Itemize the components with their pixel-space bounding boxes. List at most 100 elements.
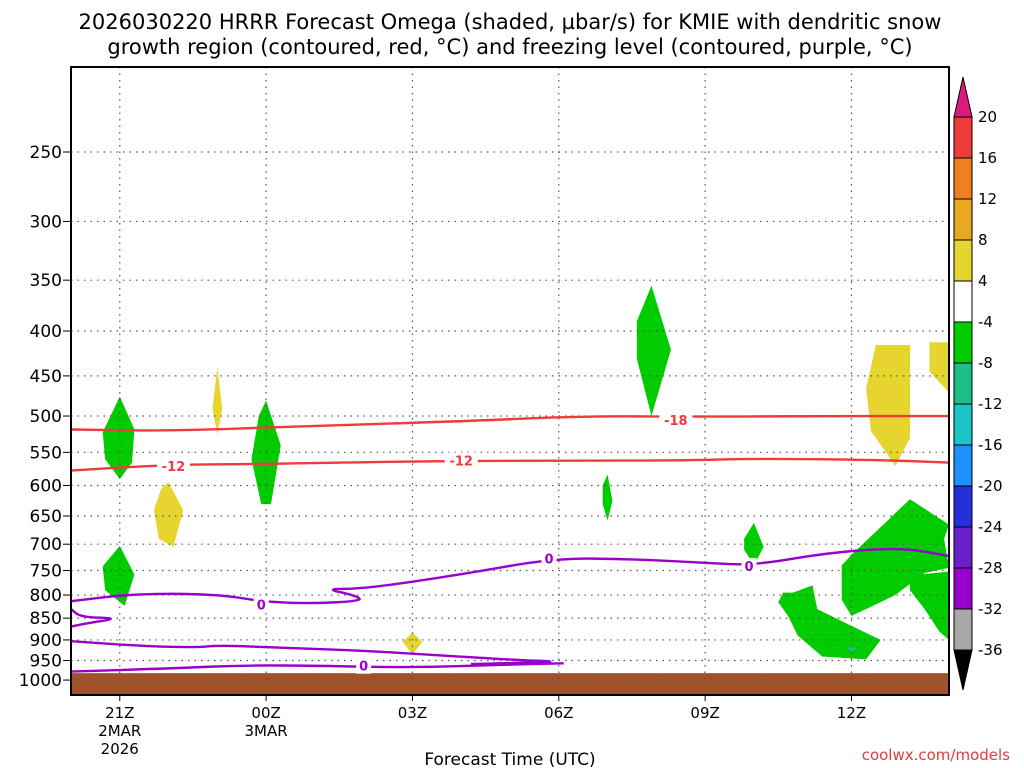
shaded-region-15: [929, 342, 949, 405]
colorbar-band-5: [953, 321, 973, 364]
shaded-region-7: [841, 499, 949, 616]
colorbar: 20 16 12 8 4 -4 -8 -12 -16 -20 -24 -28 -32 -36: [953, 76, 1003, 691]
contour--18-0: [70, 414, 949, 432]
colorbar-label-1: 16: [978, 149, 997, 167]
y-tick-label-1000: 1000: [19, 671, 62, 691]
colorbar-band-4: [953, 280, 973, 323]
shaded-region-11: [153, 482, 184, 547]
contour-label-2: -12: [449, 455, 473, 470]
y-tick-label-250: 250: [30, 143, 62, 163]
colorbar-band-3: [953, 239, 973, 282]
y-tick-label-800: 800: [30, 586, 62, 606]
y-tick-label-600: 600: [30, 476, 62, 496]
contour-label-bg-2: [444, 452, 478, 469]
chart-title-line-1: 2026030220 HRRR Forecast Omega (shaded, …: [79, 10, 942, 34]
colorbar-label-8: -16: [978, 436, 1003, 454]
colorbar-band-11: [953, 567, 973, 610]
colorbar-label-0: 20: [978, 108, 997, 126]
y-tick-label-300: 300: [30, 212, 62, 232]
y-tick-label-950: 950: [30, 652, 62, 672]
x-tick-label-0-0: 21Z: [105, 704, 134, 722]
colorbar-band-8: [953, 444, 973, 487]
colorbar-band-10: [953, 526, 973, 569]
colorbar-band-7: [953, 403, 973, 446]
y-tick-label-850: 850: [30, 609, 62, 629]
contour-label-bg-1: [156, 457, 190, 474]
contour-label-bg-4: [541, 550, 557, 567]
shaded-region-12: [212, 367, 223, 435]
colorbar-band-9: [953, 485, 973, 528]
colorbar-over-arrow: [953, 76, 973, 118]
omega-shaded-regions: [102, 285, 949, 660]
y-tick-label-750: 750: [30, 561, 62, 581]
contour-label-5: 0: [744, 560, 753, 575]
y-tick-label-350: 350: [30, 271, 62, 291]
plot-frame: [70, 66, 950, 696]
colorbar-band-6: [953, 362, 973, 405]
contour-label-bg-6: [356, 657, 372, 674]
contour-label-bg-3: [253, 596, 269, 613]
contour-labels: -18 -12 -12 0 0 0 0: [156, 411, 757, 675]
y-tick-label-550: 550: [30, 443, 62, 463]
ground-surface: [71, 673, 949, 695]
y-tick-label-500: 500: [30, 407, 62, 427]
x-tick-label-3-1: 3MAR: [245, 722, 288, 740]
contour-label-1: -12: [162, 460, 186, 475]
contour-0-4: [70, 639, 552, 666]
x-axis-label: Forecast Time (UTC): [424, 750, 595, 768]
x-tick-label-6-0: 03Z: [398, 704, 427, 722]
x-tick-label-0-2: 2026: [101, 740, 139, 758]
x-tick-label-12-0: 09Z: [690, 704, 719, 722]
shaded-region-1: [102, 545, 135, 606]
contour-label-4: 0: [544, 553, 553, 568]
colorbar-under-arrow: [953, 649, 973, 691]
x-tick-label-15-0: 12Z: [837, 704, 866, 722]
y-axis-tick-labels: 2503003504004505005506006507007508008509…: [19, 143, 71, 691]
contour-0-3: [70, 608, 112, 628]
plot-area: [71, 67, 949, 695]
colorbar-band-12: [953, 608, 973, 651]
colorbar-band-2: [953, 198, 973, 241]
contour-label-bg-5: [741, 557, 757, 574]
shaded-region-14: [866, 345, 910, 466]
source-credit: coolwx.com/models: [862, 746, 1010, 764]
colorbar-label-3: 8: [978, 231, 988, 249]
shaded-region-8: [909, 571, 949, 640]
contour-label-0: -18: [664, 414, 688, 429]
shaded-region-4: [636, 285, 671, 417]
ground-fill: [71, 673, 949, 695]
y-tick-label-900: 900: [30, 631, 62, 651]
colorbar-label-12: -32: [978, 600, 1003, 618]
plot-background: [71, 67, 949, 695]
y-tick-label-700: 700: [30, 535, 62, 555]
colorbar-label-2: 12: [978, 190, 997, 208]
colorbar-label-6: -8: [978, 354, 993, 372]
colorbar-band-1: [953, 157, 973, 200]
contour-label-bg-0: [659, 411, 693, 428]
x-tick-label-0-1: 2MAR: [98, 722, 141, 740]
shaded-region-0: [102, 396, 135, 480]
y-tick-label-650: 650: [30, 507, 62, 527]
y-tick-label-450: 450: [30, 367, 62, 387]
y-tick-label-400: 400: [30, 322, 62, 342]
x-tick-label-3-0: 00Z: [251, 704, 280, 722]
colorbar-label-10: -24: [978, 518, 1003, 536]
colorbar-label-5: -4: [978, 313, 993, 331]
contour-label-6: 0: [359, 660, 368, 675]
chart-title-line-2: growth region (contoured, red, °C) and f…: [107, 35, 912, 59]
contour-label-3: 0: [257, 598, 266, 613]
colorbar-label-11: -28: [978, 559, 1003, 577]
chart-title: 2026030220 HRRR Forecast Omega (shaded, …: [79, 10, 942, 59]
colorbar-label-7: -12: [978, 395, 1003, 413]
x-tick-label-9-0: 06Z: [544, 704, 573, 722]
grid-lines: [71, 67, 949, 695]
contour-0-5: [70, 662, 564, 673]
colorbar-label-9: -20: [978, 477, 1003, 495]
colorbar-band-0: [953, 116, 973, 159]
shaded-region-9: [846, 644, 857, 652]
shaded-region-6: [778, 585, 881, 660]
colorbar-label-4: 4: [978, 272, 988, 290]
shaded-region-13: [402, 632, 423, 655]
